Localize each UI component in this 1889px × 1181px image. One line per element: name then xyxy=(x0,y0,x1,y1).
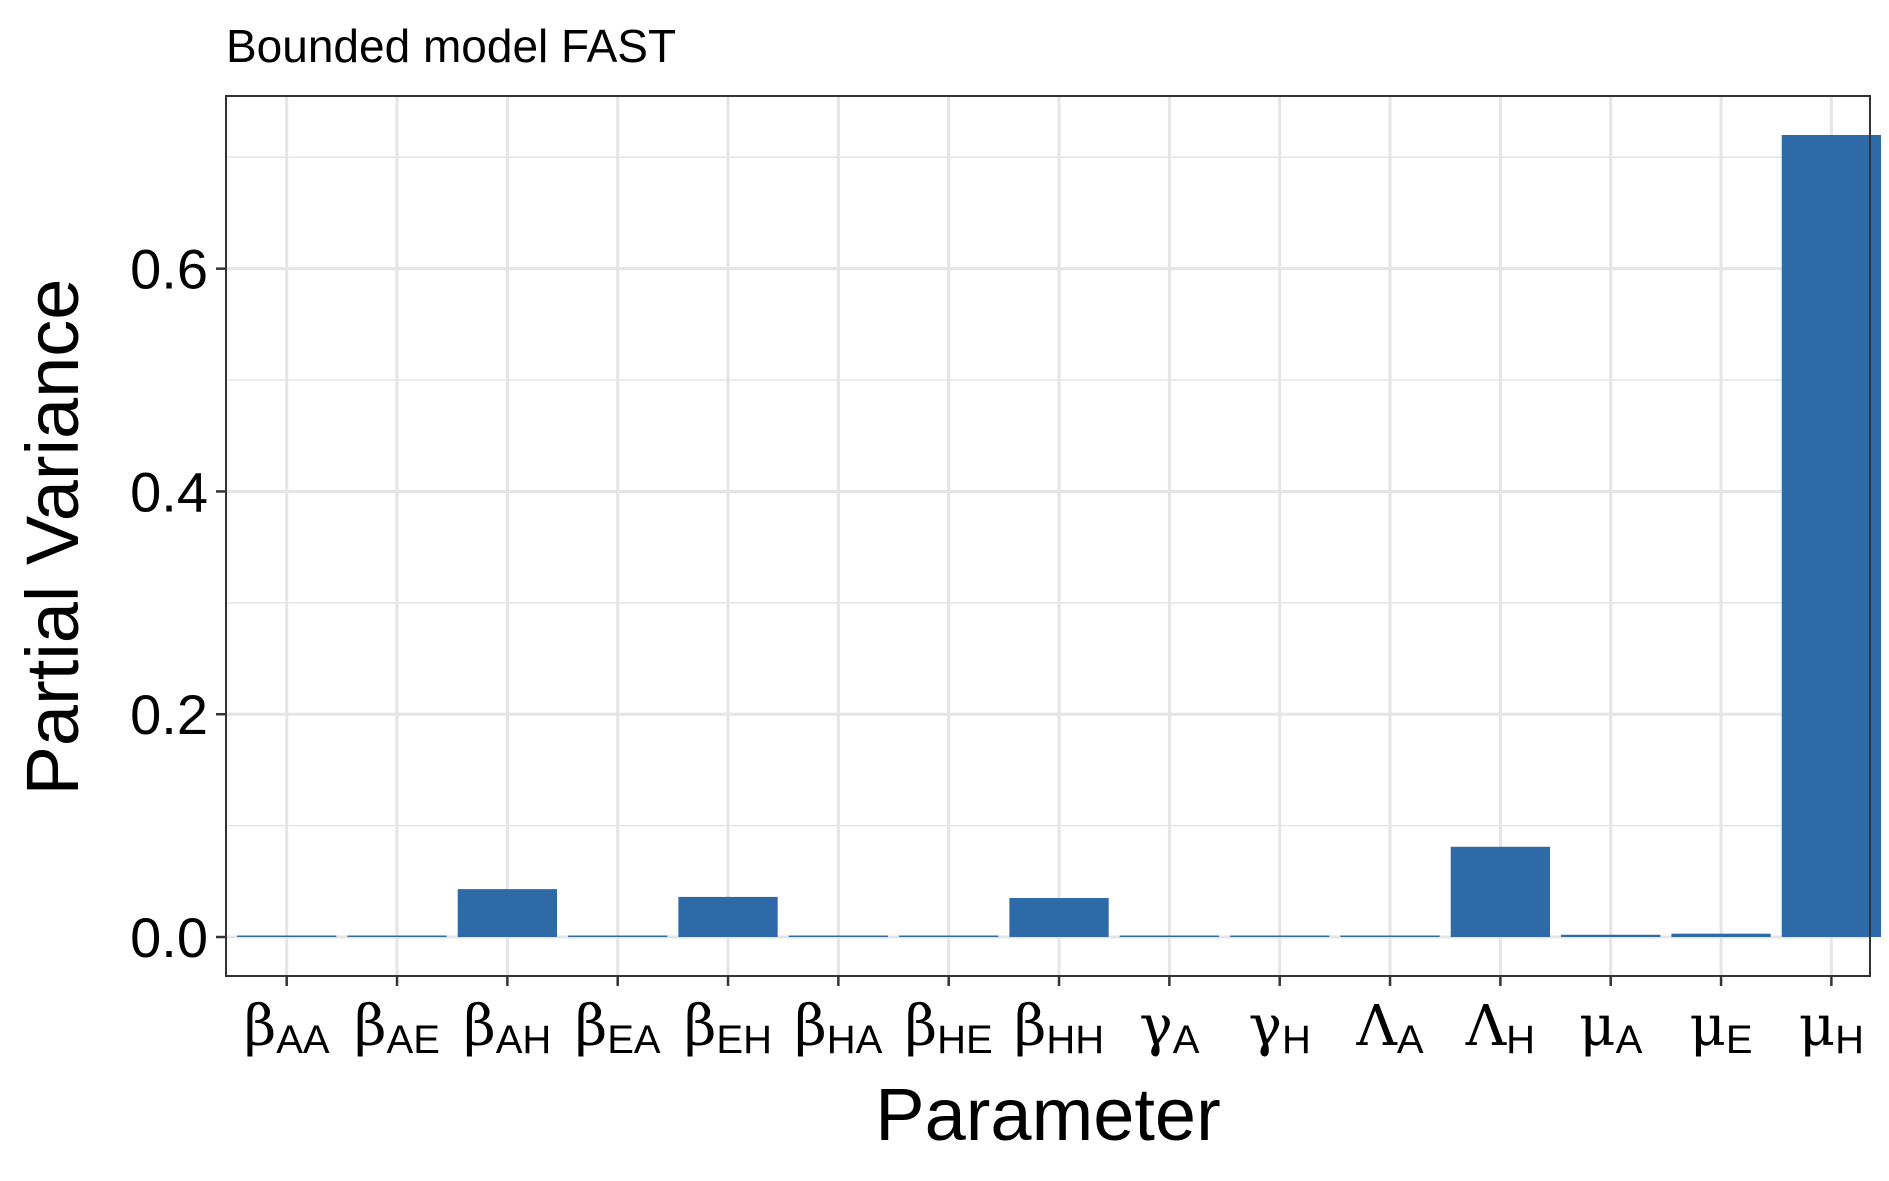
x-tick-label: βHH xyxy=(1014,994,1104,1062)
y-tick-label: 0.4 xyxy=(130,460,208,523)
bar xyxy=(788,935,889,938)
x-tick-symbol: μ xyxy=(1690,994,1726,1059)
x-tick-label: βAH xyxy=(463,994,551,1062)
x-tick-label: βEH xyxy=(684,994,772,1062)
x-tick-subscript: H xyxy=(1835,1018,1864,1062)
x-tick-subscript: HH xyxy=(1046,1018,1104,1062)
x-tick-label: βEA xyxy=(575,994,661,1062)
x-tick-label: μH xyxy=(1799,994,1864,1062)
x-tick-symbol: γ xyxy=(1139,994,1172,1059)
bar xyxy=(678,896,778,938)
x-tick-symbol: β xyxy=(354,994,386,1059)
x-tick-symbol: μ xyxy=(1799,994,1835,1059)
x-tick-symbol: β xyxy=(1014,994,1046,1059)
chart-title: Bounded model FAST xyxy=(226,20,676,72)
x-tick-label: βAA xyxy=(244,994,330,1062)
bar xyxy=(1450,846,1551,938)
x-tick-subscript: E xyxy=(1726,1018,1753,1062)
x-tick-label: ΛH xyxy=(1465,994,1535,1062)
bar xyxy=(1340,935,1440,938)
bar xyxy=(1119,935,1220,938)
bar xyxy=(1561,934,1661,938)
x-tick-label: βAE xyxy=(354,994,440,1062)
bar xyxy=(457,889,558,938)
bar xyxy=(1230,935,1330,938)
x-tick-symbol: β xyxy=(575,994,607,1059)
bar xyxy=(1781,134,1882,938)
x-tick-symbol: γ xyxy=(1249,994,1282,1059)
y-axis-title: Partial Variance xyxy=(11,279,94,796)
bar xyxy=(237,935,337,938)
y-tick-label: 0.2 xyxy=(130,683,208,746)
bar xyxy=(568,935,668,938)
x-tick-subscript: A xyxy=(1173,1018,1200,1062)
x-tick-subscript: AA xyxy=(276,1018,330,1062)
plot-panel-border xyxy=(225,95,1871,977)
grid-lines xyxy=(226,96,1870,976)
x-tick-subscript: A xyxy=(1616,1018,1643,1062)
bar xyxy=(347,935,447,938)
x-tick-symbol: β xyxy=(794,994,826,1059)
x-tick-subscript: A xyxy=(1397,1018,1424,1062)
bars xyxy=(237,134,1882,938)
x-tick-symbol: β xyxy=(905,994,937,1059)
x-tick-subscript: EA xyxy=(607,1018,661,1062)
bar xyxy=(1671,933,1771,938)
x-tick-subscript: EH xyxy=(716,1018,772,1062)
x-tick-label: μA xyxy=(1579,994,1642,1062)
x-tick-label: γA xyxy=(1139,994,1199,1062)
x-tick-label: βHA xyxy=(794,994,882,1062)
y-tick-label: 0.0 xyxy=(130,906,208,969)
x-tick-subscript: H xyxy=(1506,1018,1535,1062)
x-tick-subscript: AH xyxy=(496,1018,552,1062)
x-tick-symbol: Λ xyxy=(1355,994,1397,1059)
x-tick-label: ΛA xyxy=(1355,994,1423,1062)
x-tick-subscript: H xyxy=(1282,1018,1311,1062)
x-tick-subscript: AE xyxy=(387,1018,440,1062)
bar xyxy=(1009,898,1109,938)
x-tick-symbol: β xyxy=(244,994,276,1059)
x-tick-label: μE xyxy=(1690,994,1753,1062)
x-tick-subscript: HA xyxy=(827,1018,883,1062)
y-tick-label: 0.6 xyxy=(130,238,208,301)
x-tick-subscript: HE xyxy=(937,1018,993,1062)
x-axis: βAA βAE βAH βEA βEH βHA βHE βHH γA γH ΛA ΛH μA μE μH xyxy=(244,976,1864,1062)
x-tick-symbol: Λ xyxy=(1465,994,1507,1059)
x-tick-label: βHE xyxy=(905,994,993,1062)
x-tick-symbol: μ xyxy=(1579,994,1615,1059)
x-tick-label: γH xyxy=(1249,994,1311,1062)
x-axis-title: Parameter xyxy=(875,1073,1220,1156)
y-axis: 0.0 0.2 0.4 0.6 xyxy=(130,238,226,969)
x-tick-symbol: β xyxy=(684,994,716,1059)
bar xyxy=(899,935,999,938)
x-tick-symbol: β xyxy=(463,994,495,1059)
